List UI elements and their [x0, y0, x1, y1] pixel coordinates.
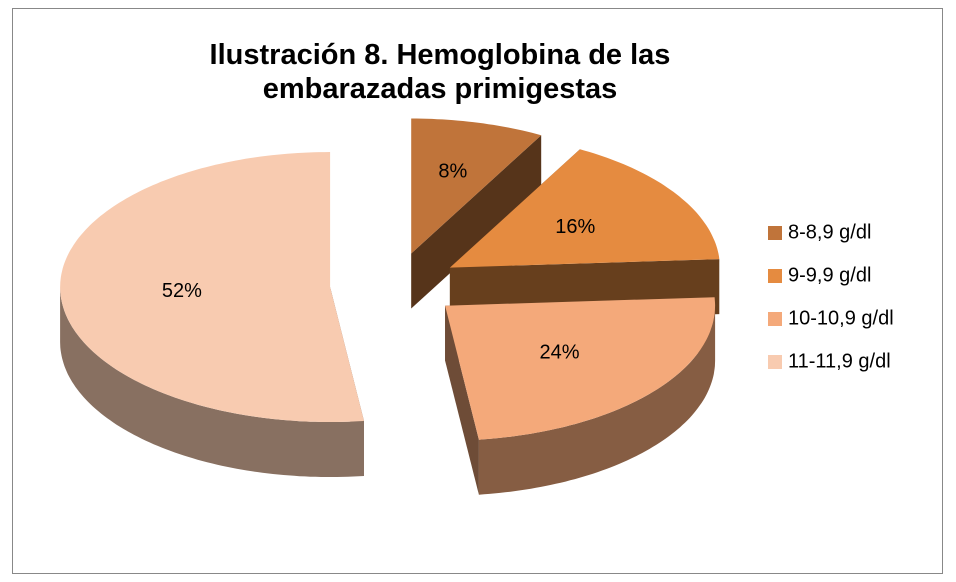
slice-top — [445, 297, 716, 440]
slice-top — [449, 149, 720, 268]
pie-slice — [445, 297, 716, 495]
slice-side — [60, 287, 364, 477]
slice-wall — [411, 135, 542, 309]
legend-swatch — [768, 312, 782, 326]
legend-swatch — [768, 269, 782, 283]
data-label: 8% — [438, 161, 467, 183]
legend-label: 8-8,9 g/dl — [788, 221, 871, 243]
legend-label: 9-9,9 g/dl — [788, 264, 871, 286]
slice-wall — [445, 305, 479, 495]
legend-swatch — [768, 226, 782, 240]
legend-label: 10-10,9 g/dl — [788, 307, 894, 329]
slice-side — [478, 305, 716, 495]
data-label: 24% — [539, 341, 579, 363]
chart-title: Ilustración 8. Hemoglobina de las embara… — [209, 39, 671, 105]
legend-swatch — [768, 355, 782, 369]
pie-slice — [60, 152, 364, 477]
slice-top — [411, 118, 542, 254]
slice-top — [60, 152, 364, 422]
data-label: 16% — [555, 216, 595, 238]
data-label: 52% — [162, 280, 202, 302]
pie-slice — [411, 118, 542, 309]
legend-label: 11-11,9 g/dl — [788, 350, 891, 372]
